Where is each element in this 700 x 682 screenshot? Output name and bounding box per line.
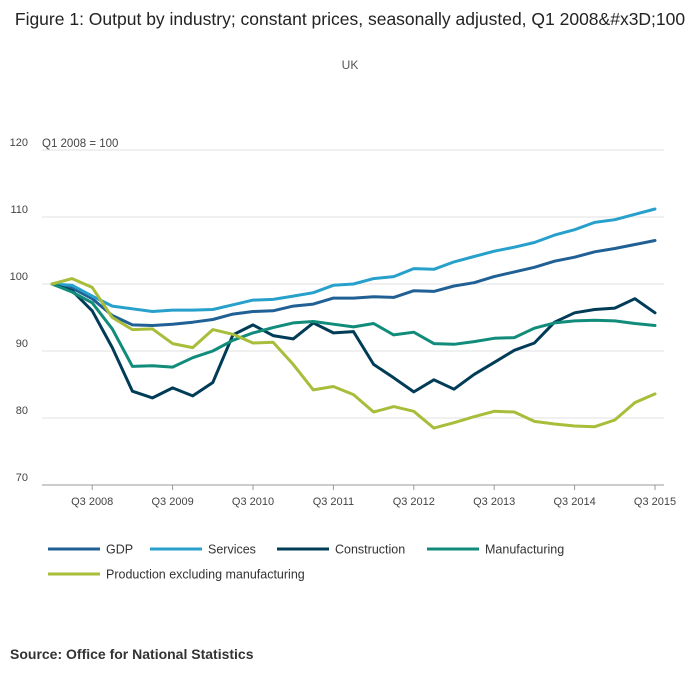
x-tick-label: Q3 2015 [634,496,676,508]
x-tick-label: Q3 2014 [553,496,595,508]
gridlines [42,149,664,486]
series-line-services [50,207,657,313]
y-tick-label: 120 [10,137,28,149]
x-tick-label: Q3 2010 [232,496,274,508]
series-line-production-excluding-manufacturing [50,277,657,430]
x-tick-label: Q3 2011 [313,496,354,508]
legend-label-construction: Construction [335,543,405,557]
y-axis: 70 80 90 100 110 120 [10,137,28,484]
legend: GDP Services Construction Manufacturing Prod… [48,543,564,582]
series-line-construction [50,282,657,400]
x-tick-label: Q3 2012 [393,496,435,508]
y-tick-label: 80 [16,405,28,417]
x-axis: Q3 2008 Q3 2009 Q3 2010 Q3 2011 Q3 2012 Q3 20… [71,485,676,508]
y-tick-label: 70 [16,472,28,484]
x-tick-label: Q3 2013 [473,496,515,508]
x-tick-label: Q3 2008 [71,496,113,508]
legend-label-manufacturing: Manufacturing [485,543,564,557]
series-lines [50,207,657,430]
series-line-manufacturing [50,282,657,369]
source-note: Source: Office for National Statistics [10,646,254,662]
legend-label-services: Services [208,543,256,557]
chart-subtitle: UK [341,58,359,72]
legend-label-gdp: GDP [106,543,133,557]
x-tick-label: Q3 2009 [151,496,193,508]
chart-title: Figure 1: Output by industry; constant p… [14,9,686,29]
y-tick-label: 90 [16,338,28,350]
y-tick-label: 110 [10,204,28,216]
legend-label-production-excluding-manufacturing: Production excluding manufacturing [106,568,305,582]
y-tick-label: 100 [10,271,28,283]
index-note: Q1 2008 = 100 [42,138,118,150]
series-line-gdp [50,239,657,327]
